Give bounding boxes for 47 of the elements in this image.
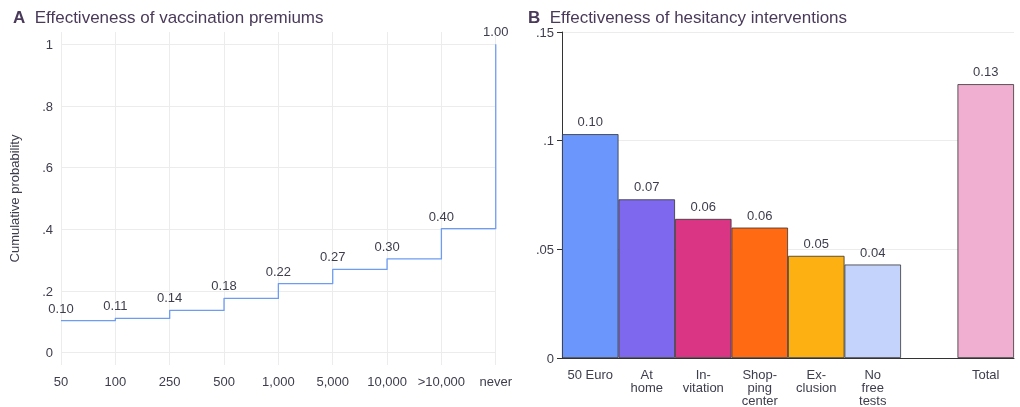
data-label: 0.06	[690, 198, 716, 214]
x-tick-label: 50	[53, 374, 69, 389]
x-tick-label: 1,000	[262, 374, 295, 389]
x-tick-label: 100	[104, 374, 127, 389]
data-label: 0.27	[320, 249, 346, 265]
y-tick-label: .1	[543, 133, 554, 149]
chart-title: Effectiveness of hesitancy interventions	[540, 8, 848, 27]
data-label: 0.07	[634, 179, 660, 195]
x-tick-label: never	[479, 374, 513, 389]
x-tick-label: 10,000	[367, 374, 407, 389]
y-tick-label: .05	[535, 241, 554, 257]
data-label: 0.11	[103, 298, 128, 314]
y-tick-label: 0	[546, 350, 554, 366]
data-label: 0.18	[211, 278, 237, 294]
y-tick-label: .8	[42, 98, 53, 114]
data-label: 0.13	[973, 64, 999, 80]
x-tick-label: 5,000	[316, 374, 349, 389]
text: A	[13, 8, 26, 27]
x-tick-label: At home	[630, 367, 664, 395]
data-label: 0.04	[860, 244, 886, 260]
y-tick-label: .4	[42, 221, 53, 237]
chart-title: Effectiveness of vaccination premiums	[25, 8, 324, 27]
y-tick-label: .2	[42, 283, 53, 299]
x-tick-label: In- vitation	[682, 367, 724, 395]
x-tick-label: 250	[158, 374, 181, 389]
data-label: 0.05	[803, 235, 829, 251]
x-tick-label: No free tests	[859, 367, 887, 407]
data-label: 0.40	[428, 208, 455, 224]
data-label: 0.22	[265, 263, 292, 279]
y-axis-title: Cumulative probability	[7, 134, 22, 263]
x-tick-label: 500	[213, 374, 235, 389]
y-tick-label: 0	[45, 345, 53, 361]
text: B	[528, 8, 541, 27]
data-label: 0.30	[374, 238, 400, 254]
data-label: 1.00	[483, 24, 509, 40]
y-tick-label: 1	[45, 36, 53, 52]
data-label: 0.10	[48, 300, 74, 316]
x-tick-label: 50 Euro	[567, 367, 614, 382]
x-tick-label: >10,000	[417, 374, 466, 389]
x-tick-label: Ex- clusion	[796, 367, 837, 395]
data-label: 0.06	[747, 207, 773, 223]
data-label: 0.10	[577, 114, 603, 130]
data-label: 0.14	[157, 290, 183, 306]
x-tick-label: Shop- ping center	[741, 367, 779, 407]
x-tick-label: Total	[972, 367, 1000, 382]
y-tick-label: .6	[42, 160, 53, 176]
y-tick-label: .15	[535, 24, 554, 40]
